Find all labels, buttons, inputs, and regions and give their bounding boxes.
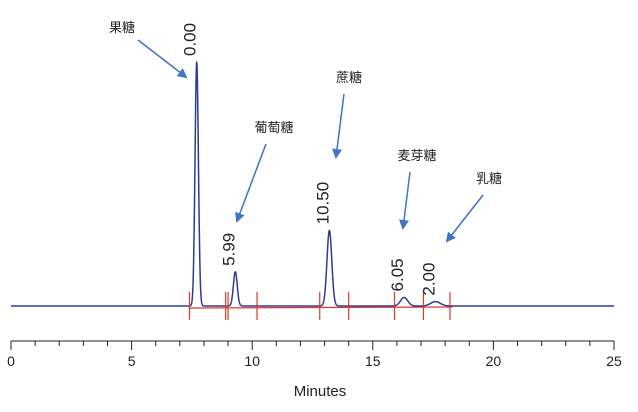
peak-value-label: 6.05 [388,258,407,291]
x-axis-title: Minutes [294,383,347,400]
baseline-layer [189,306,453,309]
peak-labels-layer: 0.00 5.99 10.50 6.05 2.00 [181,23,439,296]
annotation-arrow [399,171,411,230]
peak-value-label: 5.99 [219,233,238,266]
annotation-arrow [137,39,188,79]
x-tick-label: 25 [606,353,622,369]
peak-value-label: 0.00 [181,23,200,56]
annotation-label: 麦芽糖 [397,148,436,164]
x-tick-label: 15 [365,353,381,369]
chromatogram-trace [10,61,615,307]
peak-value-label: 2.00 [420,263,439,296]
x-tick-label: 0 [7,353,15,369]
annotation-arrow [445,194,484,243]
annotation-label: 蔗糖 [336,70,362,86]
x-tick-label: 20 [486,353,502,369]
annotation-arrow [332,93,345,159]
trace-layer [10,61,615,307]
annotation-label: 葡萄糖 [254,120,293,136]
annotation-label: 果糖 [109,20,135,36]
peak-value-label: 10.50 [313,182,332,225]
x-tick-label: 5 [128,353,136,369]
x-axis: 0 5 10 15 20 25 [7,340,622,369]
integration-baseline [189,306,453,309]
annotation-arrow [235,143,267,223]
x-tick-label: 10 [244,353,260,369]
annotation-label: 乳糖 [476,171,502,187]
integration-marks-layer [188,292,451,320]
